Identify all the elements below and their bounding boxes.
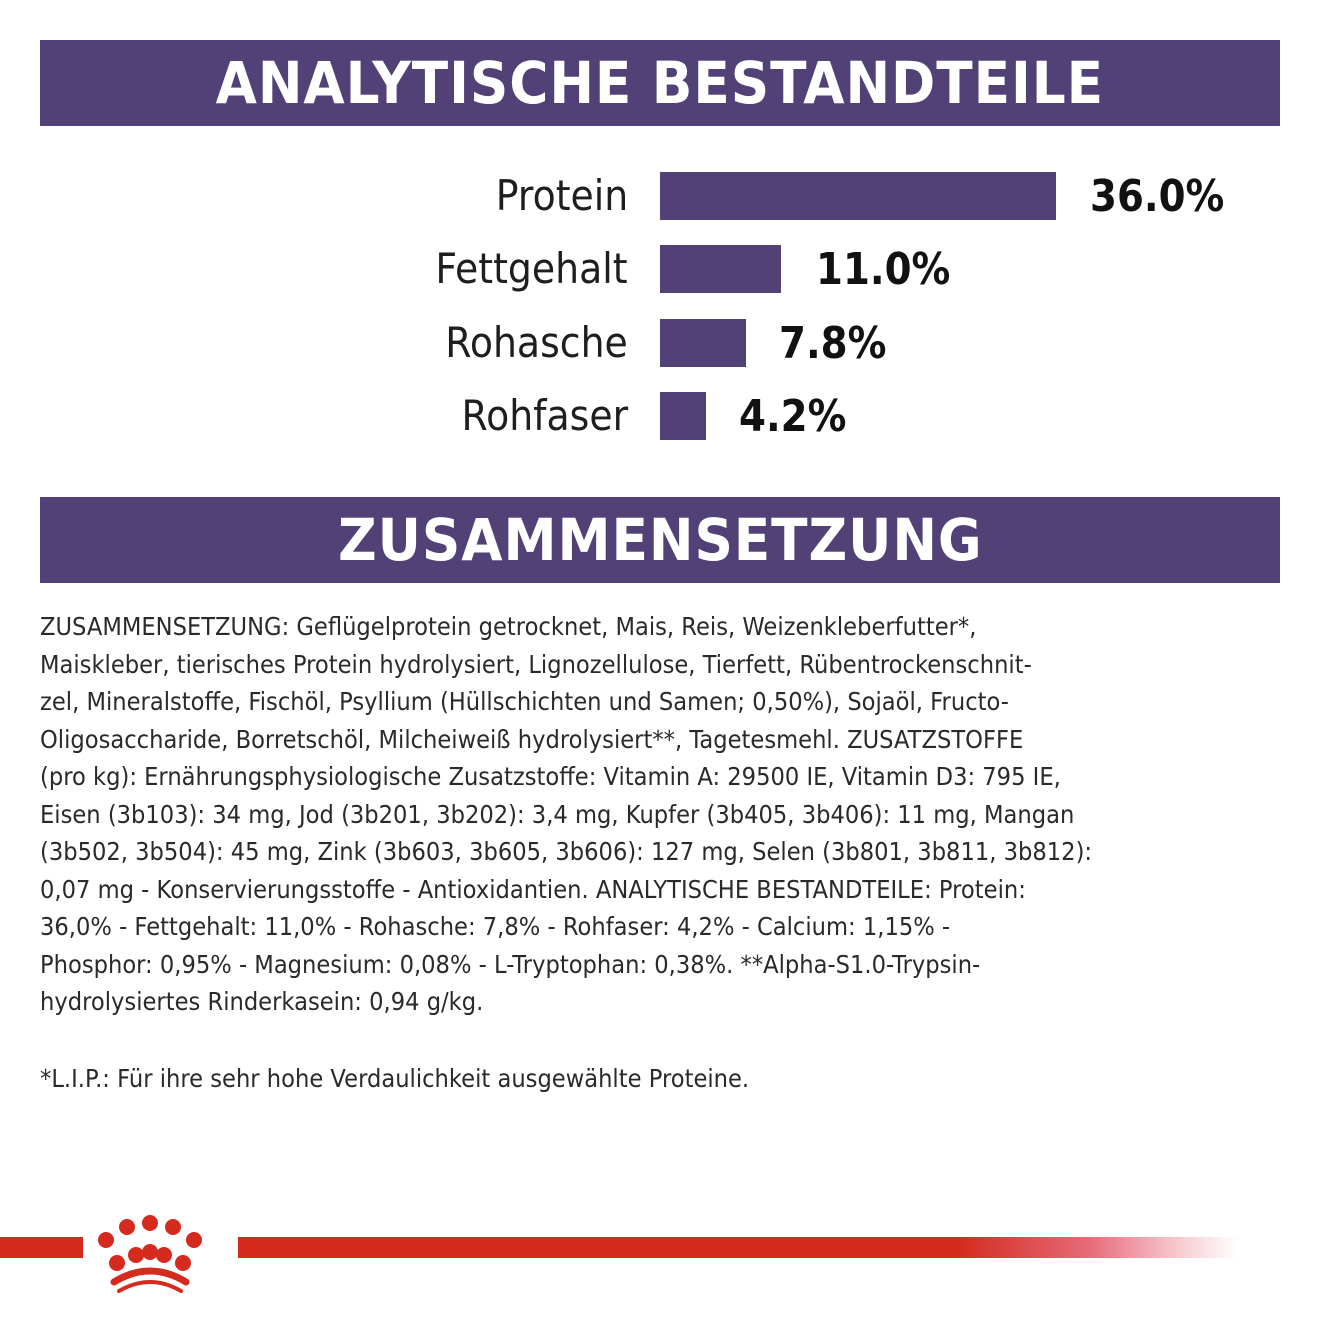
composition-line: Phosphor: 0,95% - Magnesium: 0,08% - L-T… [40,949,981,979]
analytical-header: ANALYTISCHE BESTANDTEILE [40,40,1280,126]
brand-stripe-right [238,1237,1238,1258]
bar-value: 4.2% [739,391,847,442]
composition-line: zel, Mineralstoffe, Fischöl, Psyllium (H… [40,687,1009,716]
chart-row-fettgehalt: Fettgehalt 11.0% [0,244,1320,295]
footnote: *L.I.P.: Für ihre sehr hohe Verdaulichke… [40,1064,750,1093]
bar-value: 11.0% [816,244,951,295]
bar [660,172,1056,220]
composition-line: hydrolysiertes Rinderkasein: 0,94 g/kg. [40,987,484,1016]
chart-row-rohasche: Rohasche 7.8% [0,318,1320,369]
composition-header: ZUSAMMENSETZUNG [40,497,1280,583]
composition-line: (pro kg): Ernährungsphysiologische Zusat… [40,762,1061,791]
bar [660,392,706,440]
bar [660,319,746,367]
composition-line: Oligosaccharide, Borretschöl, Milcheiwei… [40,724,1024,754]
chart-row-protein: Protein 36.0% [0,171,1320,222]
composition-line: 0,07 mg - Konservierungsstoffe - Antioxi… [40,874,1026,904]
composition-line: ZUSAMMENSETZUNG: Geflügelprotein getrock… [40,612,977,641]
chart-row-rohfaser: Rohfaser 4.2% [0,391,1320,442]
composition-line: Eisen (3b103): 34 mg, Jod (3b201, 3b202)… [40,799,1075,829]
bar-label: Rohfaser [461,391,628,440]
bar-label: Rohasche [445,318,628,367]
bar [660,245,781,293]
bar-label: Fettgehalt [435,244,628,293]
brand-stripe-left [0,1237,83,1258]
composition-title: ZUSAMMENSETZUNG [337,506,983,574]
composition-text: ZUSAMMENSETZUNG: Geflügelprotein getrock… [40,608,1285,1021]
composition-line: (3b502, 3b504): 45 mg, Zink (3b603, 3b60… [40,837,1093,866]
bar-value: 7.8% [779,318,887,369]
composition-line: 36,0% - Fettgehalt: 11,0% - Rohasche: 7,… [40,912,951,941]
bar-label: Protein [495,171,628,220]
bar-value: 36.0% [1090,171,1225,222]
composition-line: Maiskleber, tierisches Protein hydrolysi… [40,649,1032,679]
analytical-title: ANALYTISCHE BESTANDTEILE [215,49,1105,117]
crown-logo-icon [98,1215,202,1293]
nutrient-bar-chart: Protein 36.0% Fettgehalt 11.0% Rohasche … [0,160,1320,460]
